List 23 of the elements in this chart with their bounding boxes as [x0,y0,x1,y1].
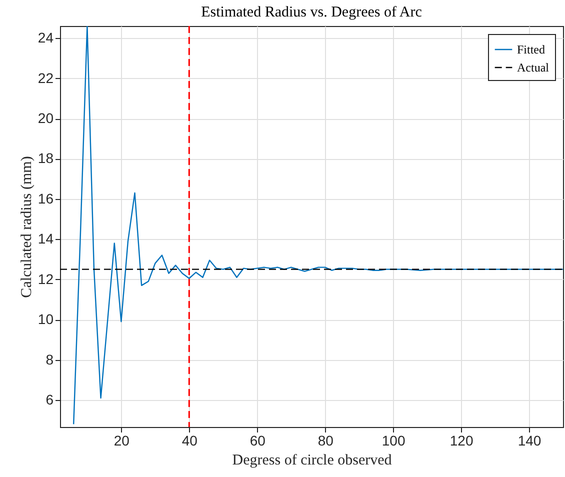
x-tick-label: 20 [114,432,130,448]
legend-label: Fitted [517,42,546,56]
x-tick-label: 140 [518,432,542,448]
x-tick-label: 40 [182,432,198,448]
legend-label: Actual [517,60,550,74]
y-tick-label: 10 [38,311,54,328]
line-series [72,26,563,425]
x-axis-title: Degress of circle observed [232,452,392,468]
y-tick-label: 14 [38,230,54,247]
x-tick-label: 80 [318,432,334,448]
x-tick-label: 60 [250,432,266,448]
y-tick-label: 18 [38,150,54,166]
y-tick-label: 20 [38,110,54,126]
y-tick-label: 24 [38,30,54,46]
chart-title: Estimated Radius vs. Degrees of Arc [201,4,422,20]
y-axis-title: Calculated radius (mm) [18,156,35,298]
y-tick-label: 16 [38,190,54,206]
y-tick-label: 6 [46,392,54,408]
x-tick-label: 100 [382,432,406,448]
y-tick-label: 12 [38,270,54,287]
y-tick-label: 22 [38,70,54,86]
y-tick-label: 8 [46,351,54,368]
x-tick-label: 120 [450,432,474,448]
